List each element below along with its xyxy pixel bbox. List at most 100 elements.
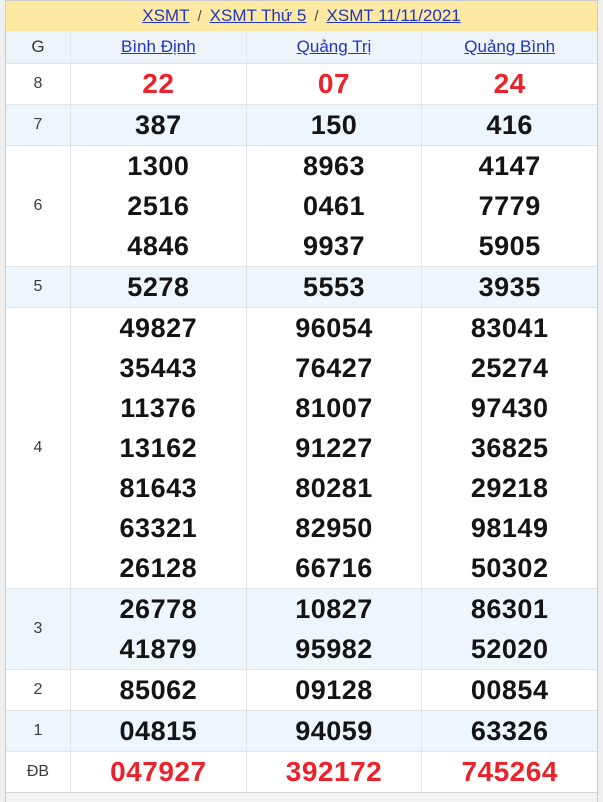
province-link-quang-tri[interactable]: Quảng Trị bbox=[296, 37, 372, 56]
result-cell: 49827 35443 11376 13162 81643 63321 26128 bbox=[70, 308, 246, 588]
result-number: 5905 bbox=[478, 231, 541, 261]
result-number: 416 bbox=[486, 110, 533, 140]
result-number: 82950 bbox=[295, 513, 373, 543]
result-cell: 387 bbox=[70, 105, 246, 145]
results-table-body: 8 22 07 24 7 387 150 416 6 1300 2516 4846 8963 0461 99… bbox=[6, 63, 597, 792]
result-number: 9937 bbox=[302, 231, 366, 261]
prize-row-ĐB: ĐB 047927 392172 745264 bbox=[6, 751, 597, 792]
prize-row-6: 6 1300 2516 4846 8963 0461 9937 4147 7779 5905 bbox=[6, 145, 597, 266]
result-cell: 5278 bbox=[70, 267, 246, 307]
province-header-cell: Quảng Bình bbox=[421, 31, 597, 63]
result-number: 63321 bbox=[119, 513, 198, 543]
result-number: 5278 bbox=[127, 272, 190, 302]
result-number: 85062 bbox=[119, 675, 198, 705]
province-header-cell: Bình Định bbox=[70, 31, 246, 63]
result-cell: 416 bbox=[421, 105, 597, 145]
prize-row-1: 1 04815 94059 63326 bbox=[6, 710, 597, 751]
result-cell: 150 bbox=[245, 105, 422, 145]
result-number: 91227 bbox=[295, 433, 373, 463]
province-link-binh-dinh[interactable]: Bình Định bbox=[121, 37, 196, 56]
result-number: 4147 bbox=[478, 151, 541, 181]
result-number: 76427 bbox=[295, 353, 373, 383]
result-number: 63326 bbox=[470, 716, 549, 746]
result-number: 36825 bbox=[470, 433, 549, 463]
prize-label: 2 bbox=[33, 681, 43, 698]
result-number: 0461 bbox=[302, 191, 366, 221]
table-header-row: G Bình Định Quảng Trị Quảng Bình bbox=[6, 31, 597, 63]
result-number: 392172 bbox=[285, 756, 383, 787]
result-number: 745264 bbox=[461, 756, 558, 787]
result-cell: 1300 2516 4846 bbox=[70, 146, 246, 266]
result-number: 50302 bbox=[470, 553, 549, 583]
province-link-quang-binh[interactable]: Quảng Bình bbox=[464, 37, 556, 56]
result-number: 97430 bbox=[470, 393, 549, 423]
prize-row-5: 5 5278 5553 3935 bbox=[6, 266, 597, 307]
result-number: 13162 bbox=[119, 433, 198, 463]
result-number: 00854 bbox=[470, 675, 549, 705]
prize-row-2: 2 85062 09128 00854 bbox=[6, 669, 597, 710]
result-number: 2516 bbox=[127, 191, 190, 221]
result-number: 07 bbox=[317, 68, 351, 99]
result-number: 10827 bbox=[295, 594, 373, 624]
result-number: 81643 bbox=[119, 473, 198, 503]
result-number: 80281 bbox=[295, 473, 373, 503]
prize-label: 7 bbox=[33, 116, 43, 133]
result-number: 387 bbox=[135, 110, 182, 140]
result-number: 25274 bbox=[470, 353, 549, 383]
table-bottom-strip bbox=[6, 792, 597, 802]
prize-row-3: 3 26778 41879 10827 95982 86301 52020 bbox=[6, 588, 597, 669]
result-cell: 392172 bbox=[245, 752, 422, 792]
breadcrumb-separator: / bbox=[314, 7, 319, 25]
result-cell: 24 bbox=[421, 64, 597, 104]
result-number: 26778 bbox=[119, 594, 198, 624]
prize-label: 1 bbox=[33, 722, 43, 739]
result-number: 96054 bbox=[295, 313, 373, 343]
result-number: 4846 bbox=[127, 231, 190, 261]
prize-row-7: 7 387 150 416 bbox=[6, 104, 597, 145]
result-cell: 745264 bbox=[421, 752, 597, 792]
result-number: 3935 bbox=[478, 272, 541, 302]
result-cell: 5553 bbox=[245, 267, 422, 307]
breadcrumb: XSMT / XSMT Thứ 5 / XSMT 11/11/2021 bbox=[6, 1, 597, 31]
prize-label: 3 bbox=[33, 620, 43, 637]
result-number: 22 bbox=[142, 68, 175, 99]
prize-label: 6 bbox=[33, 197, 43, 214]
result-number: 150 bbox=[310, 110, 358, 140]
result-number: 8963 bbox=[302, 151, 366, 181]
result-number: 5553 bbox=[302, 272, 366, 302]
result-number: 66716 bbox=[295, 553, 373, 583]
breadcrumb-link-xsmt-date[interactable]: XSMT 11/11/2021 bbox=[326, 6, 461, 25]
result-number: 1300 bbox=[127, 151, 190, 181]
result-number: 41879 bbox=[119, 634, 198, 664]
result-number: 35443 bbox=[119, 353, 198, 383]
result-number: 49827 bbox=[119, 313, 198, 343]
result-cell: 3935 bbox=[421, 267, 597, 307]
breadcrumb-link-xsmt[interactable]: XSMT bbox=[142, 6, 190, 25]
result-number: 83041 bbox=[470, 313, 549, 343]
prize-row-4: 4 49827 35443 11376 13162 81643 63321 26128 9605… bbox=[6, 307, 597, 588]
result-cell: 8963 0461 9937 bbox=[245, 146, 422, 266]
result-cell: 83041 25274 97430 36825 29218 98149 50302 bbox=[421, 308, 597, 588]
prize-label: 8 bbox=[33, 75, 43, 92]
result-number: 11376 bbox=[120, 393, 197, 423]
result-number: 52020 bbox=[470, 634, 549, 664]
province-header-cell: Quảng Trị bbox=[245, 31, 422, 63]
result-number: 98149 bbox=[470, 513, 549, 543]
result-number: 09128 bbox=[295, 675, 373, 705]
result-cell: 63326 bbox=[421, 711, 597, 751]
result-number: 94059 bbox=[295, 716, 373, 746]
result-cell: 96054 76427 81007 91227 80281 82950 66716 bbox=[245, 308, 422, 588]
result-cell: 10827 95982 bbox=[245, 589, 422, 669]
result-cell: 94059 bbox=[245, 711, 422, 751]
result-number: 7779 bbox=[478, 191, 541, 221]
result-number: 047927 bbox=[110, 756, 207, 787]
result-number: 26128 bbox=[119, 553, 198, 583]
prize-label: ĐB bbox=[26, 763, 50, 780]
result-number: 81007 bbox=[295, 393, 373, 423]
breadcrumb-separator: / bbox=[197, 7, 202, 25]
result-cell: 00854 bbox=[421, 670, 597, 710]
result-number: 04815 bbox=[119, 716, 198, 746]
result-number: 24 bbox=[493, 68, 526, 99]
breadcrumb-link-xsmt-thu5[interactable]: XSMT Thứ 5 bbox=[209, 6, 307, 25]
result-cell: 04815 bbox=[70, 711, 246, 751]
